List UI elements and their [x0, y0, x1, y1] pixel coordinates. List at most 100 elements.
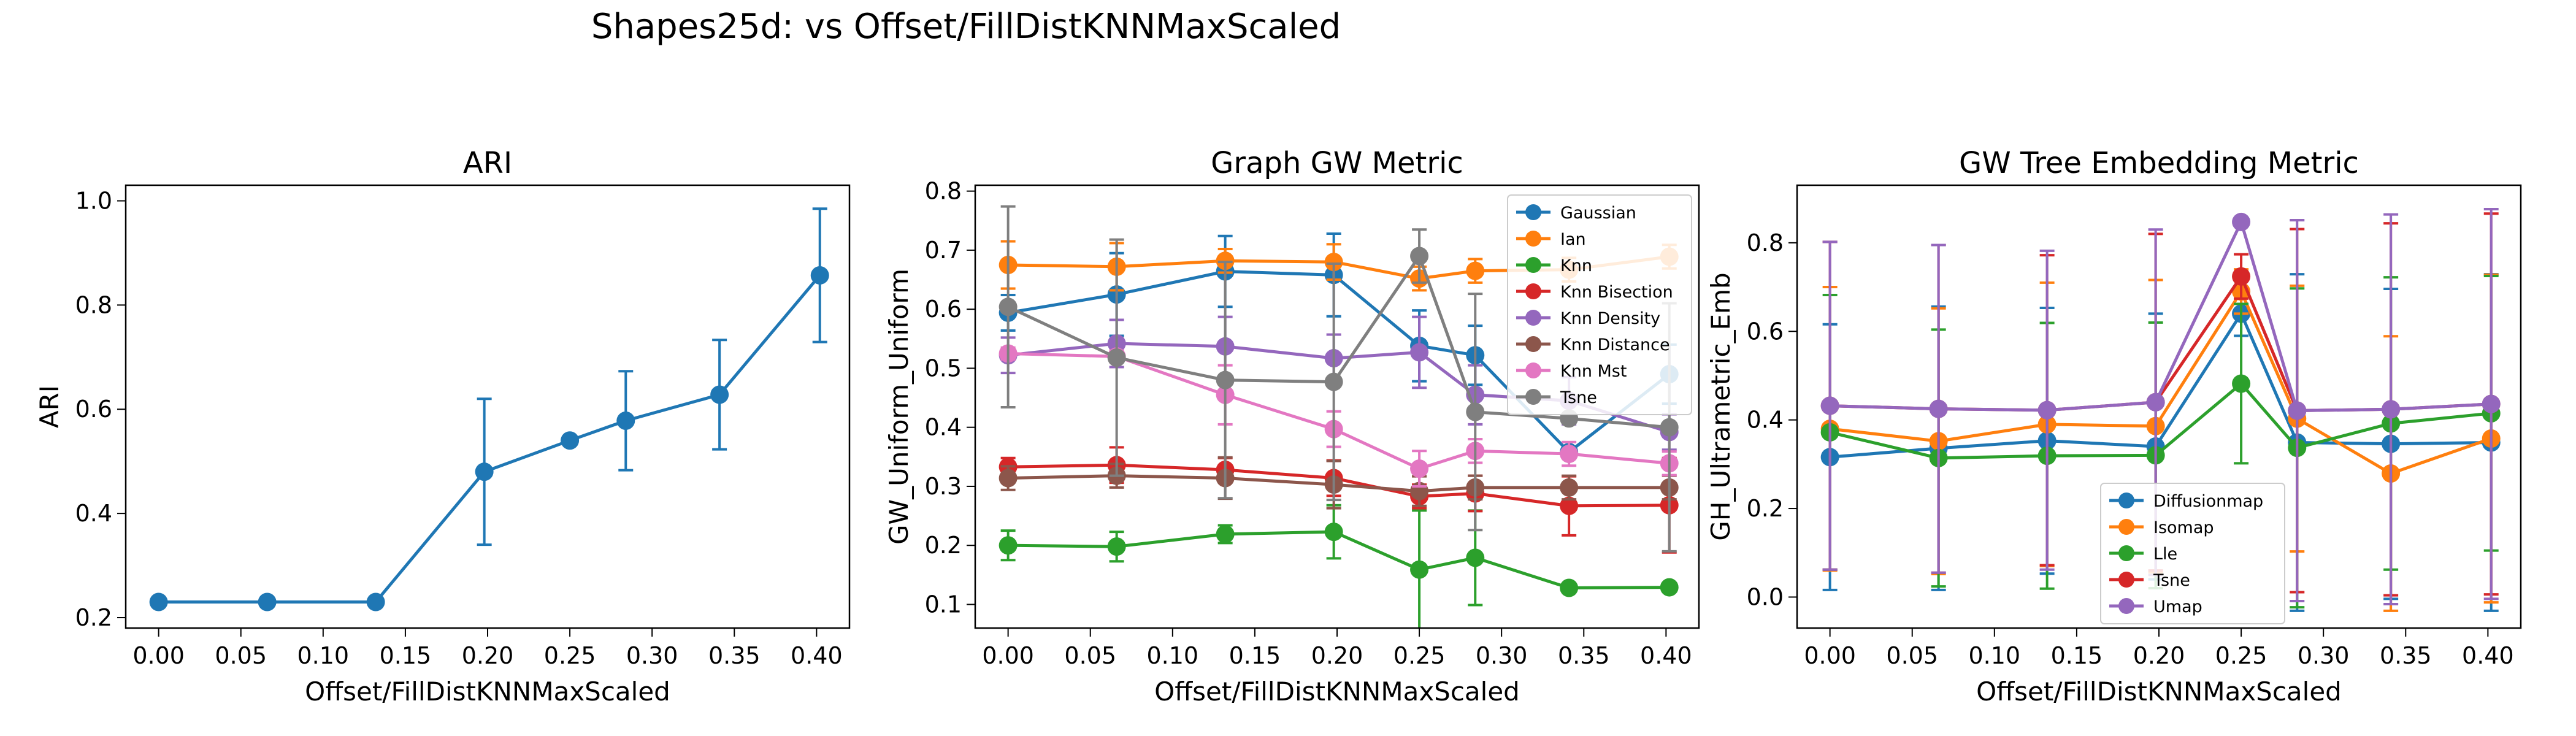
- x-tick-label: 0.20: [2133, 642, 2185, 669]
- legend-marker: [1525, 231, 1541, 247]
- plot-area: [149, 207, 829, 611]
- panel-title: Graph GW Metric: [1211, 146, 1463, 180]
- x-tick-label: 0.40: [2462, 642, 2514, 669]
- panel-title: GW Tree Embedding Metric: [1959, 146, 2359, 180]
- x-axis-label: Offset/FillDistKNNMaxScaled: [305, 677, 670, 707]
- plot-area: [999, 205, 1679, 628]
- y-tick-label: 0.2: [75, 604, 112, 631]
- legend-entry: Ian: [1516, 230, 1586, 249]
- y-tick-label: 0.0: [1747, 583, 1784, 610]
- y-tick-label: 0.8: [75, 291, 112, 318]
- x-tick-label: 0.20: [462, 642, 514, 669]
- legend-entry: Lle: [2109, 545, 2177, 564]
- legend-marker: [2118, 545, 2134, 561]
- legend-label: Umap: [2153, 597, 2202, 616]
- data-point: [1410, 343, 1429, 362]
- legend-entry: Gaussian: [1516, 204, 1636, 223]
- chart-panel-1: ARI 0.00 0.05 0.10 0.15 0.20 0.25 0.30 0.35 0.40 0…: [34, 146, 851, 707]
- data-point: [1560, 478, 1579, 497]
- series-line: [1008, 530, 1669, 589]
- x-tick-label: 0.15: [2051, 642, 2103, 669]
- data-point: [1324, 372, 1343, 391]
- legend-marker: [1525, 204, 1541, 220]
- axes-frame: [1796, 184, 2522, 629]
- x-tick-label: 0.40: [1640, 642, 1692, 669]
- y-tick-label: 0.4: [75, 500, 112, 527]
- x-tick-label: 0.30: [626, 642, 678, 669]
- data-point: [1560, 445, 1579, 464]
- data-point: [2482, 394, 2501, 413]
- y-tick-label: 0.4: [1747, 407, 1784, 434]
- y-tick-label: 0.5: [925, 355, 962, 381]
- data-point: [2232, 374, 2251, 393]
- data-point: [1929, 399, 1948, 418]
- x-tick-label: 0.25: [2215, 642, 2267, 669]
- legend-entry: Knn Distance: [1516, 335, 1670, 355]
- legend-label: Gaussian: [1560, 204, 1636, 223]
- y-axis-label: ARI: [34, 385, 64, 428]
- data-point: [366, 592, 385, 611]
- plot-area: [1820, 207, 2501, 612]
- data-point: [2146, 393, 2165, 412]
- y-axis-label: GW_Uniform_Uniform: [884, 269, 914, 545]
- y-tick-label: 0.8: [925, 178, 962, 205]
- legend-marker: [1525, 257, 1541, 273]
- legend-label: Diffusionmap: [2153, 492, 2263, 511]
- chart-panel-3: GW Tree Embedding Metric 0.00 0.05 0.10 0.15…: [1706, 146, 2522, 707]
- x-tick-label: 0.35: [708, 642, 761, 669]
- y-tick-label: 0.6: [1747, 318, 1784, 345]
- legend-entry: Tsne: [1516, 388, 1597, 407]
- x-tick-label: 0.30: [1476, 642, 1528, 669]
- data-point: [1660, 418, 1679, 437]
- y-tick-label: 0.3: [925, 473, 962, 500]
- legend-frame: [2100, 483, 2285, 624]
- x-tick-label: 0.00: [982, 642, 1034, 669]
- legend-marker: [1525, 362, 1541, 378]
- data-point: [2232, 267, 2251, 286]
- x-tick-label: 0.35: [1558, 642, 1610, 669]
- x-tick-label: 0.40: [791, 642, 843, 669]
- legend-label: Knn Mst: [1560, 362, 1627, 381]
- data-point: [1466, 548, 1485, 567]
- axes-frame: [125, 184, 851, 629]
- legend-marker: [1525, 389, 1541, 405]
- legend-label: Knn Bisection: [1560, 283, 1673, 302]
- y-tick-label: 0.6: [925, 296, 962, 323]
- chart-panels: ARI 0.00 0.05 0.10 0.15 0.20 0.25 0.30 0.35 0.40 0…: [34, 146, 2522, 707]
- series-line: [1007, 255, 1669, 429]
- y-tick-label: 0.8: [1747, 229, 1784, 256]
- figure-title: Shapes25d: vs Offset/FillDistKNNMaxScale…: [591, 7, 1341, 47]
- legend-label: Knn Distance: [1560, 335, 1670, 355]
- data-point: [810, 266, 829, 285]
- x-tick-label: 0.15: [380, 642, 432, 669]
- series-1: [149, 207, 829, 611]
- x-axis-label: Offset/FillDistKNNMaxScaled: [1976, 677, 2342, 707]
- data-point: [1216, 524, 1235, 543]
- x-tick-label: 0.30: [2298, 642, 2350, 669]
- data-point: [2037, 401, 2057, 420]
- data-point: [1560, 578, 1579, 597]
- x-tick-label: 0.05: [1886, 642, 1938, 669]
- data-point: [999, 536, 1018, 555]
- legend-label: Tsne: [2153, 571, 2190, 590]
- legend-marker: [1525, 336, 1541, 352]
- legend-entry: Tsne: [2109, 571, 2190, 590]
- series-line: [158, 274, 821, 604]
- legend-entry: Knn: [1516, 256, 1592, 275]
- x-tick-label: 0.05: [1064, 642, 1116, 669]
- data-point: [1820, 396, 1839, 415]
- x-tick-label: 0.25: [544, 642, 596, 669]
- x-tick-label: 0.10: [1969, 642, 2021, 669]
- x-tick-label: 0.20: [1311, 642, 1363, 669]
- data-point: [1466, 402, 1485, 421]
- data-point: [999, 297, 1018, 316]
- y-tick-label: 0.2: [925, 532, 962, 559]
- y-tick-label: 0.4: [925, 414, 962, 441]
- series-line: [1008, 270, 1671, 454]
- data-point: [1660, 578, 1679, 597]
- series-umap: [1820, 207, 2501, 606]
- legend-label: Tsne: [1560, 388, 1597, 407]
- data-point: [258, 592, 277, 611]
- series-line: [1830, 382, 2491, 460]
